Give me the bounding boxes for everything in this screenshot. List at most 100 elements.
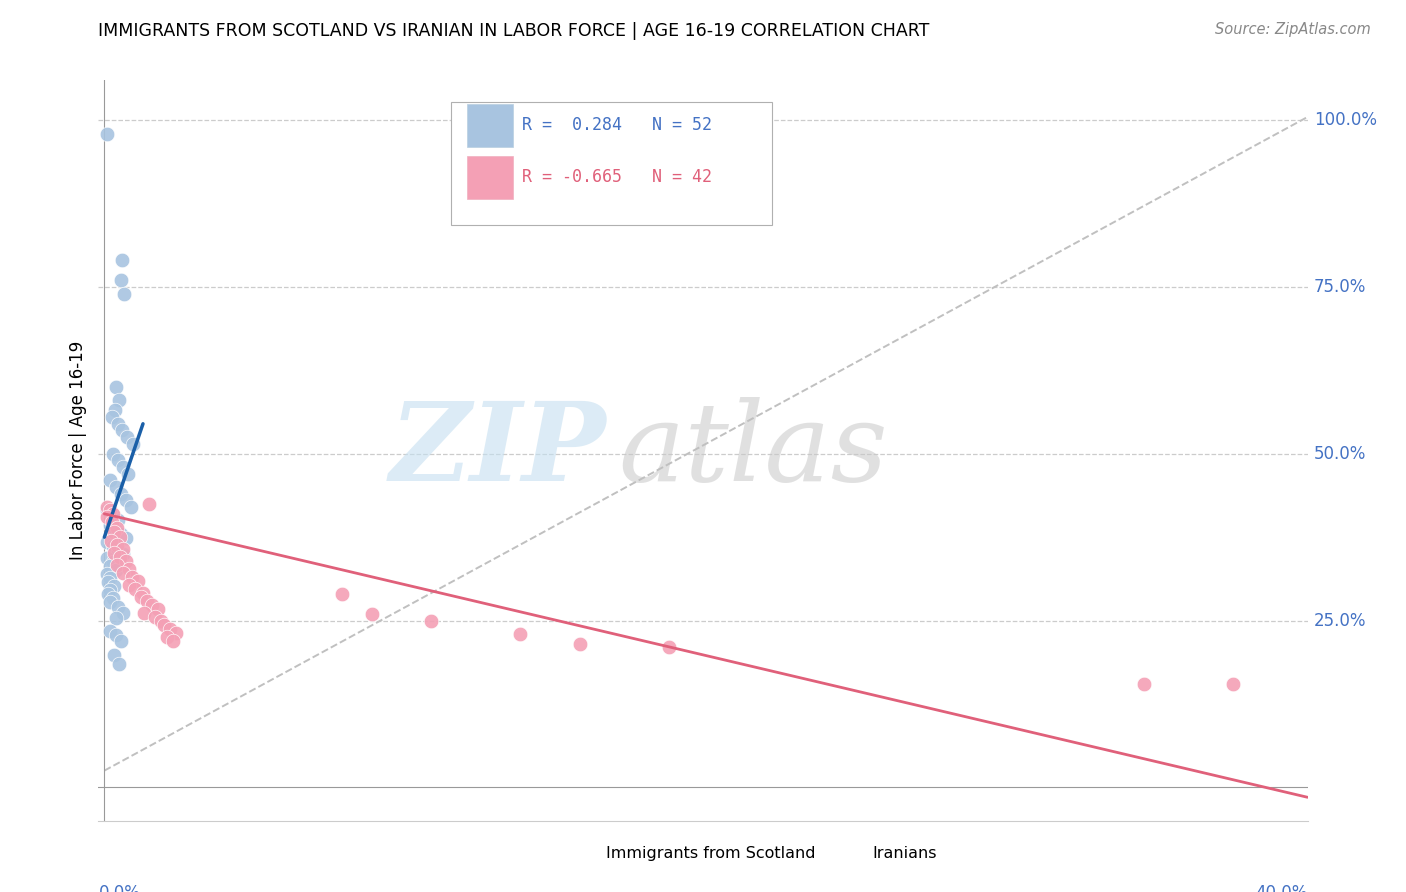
Point	[96, 566, 118, 581]
Point	[111, 253, 134, 268]
Point	[98, 518, 121, 533]
Point	[568, 637, 591, 651]
Point	[111, 547, 134, 561]
Point	[107, 453, 129, 467]
Point	[143, 609, 166, 624]
Point	[104, 563, 127, 577]
Point	[107, 542, 129, 557]
Point	[420, 614, 443, 628]
Text: 100.0%: 100.0%	[1313, 112, 1376, 129]
Point	[104, 480, 127, 494]
Point	[111, 606, 134, 620]
Point	[132, 606, 155, 620]
Point	[132, 585, 155, 599]
Point	[104, 403, 127, 417]
Point	[98, 503, 121, 517]
Point	[96, 550, 118, 565]
Text: 40.0%: 40.0%	[1256, 884, 1308, 892]
Point	[117, 467, 139, 481]
Text: Source: ZipAtlas.com: Source: ZipAtlas.com	[1215, 22, 1371, 37]
Point	[103, 507, 125, 521]
Point	[114, 531, 136, 545]
Point	[124, 582, 146, 596]
Point	[105, 537, 128, 551]
Point	[101, 555, 124, 569]
Point	[152, 617, 174, 632]
Point	[658, 640, 681, 655]
Point	[104, 523, 127, 537]
FancyBboxPatch shape	[451, 103, 772, 225]
Point	[96, 534, 118, 549]
Point	[98, 474, 121, 488]
Point	[121, 437, 143, 451]
Point	[110, 526, 132, 541]
Text: Iranians: Iranians	[872, 847, 936, 862]
Point	[118, 577, 141, 591]
Point	[96, 503, 118, 517]
Point	[96, 510, 118, 524]
Point	[114, 553, 136, 567]
Point	[108, 393, 131, 408]
Point	[108, 549, 131, 564]
Point	[111, 566, 134, 580]
Point	[120, 500, 142, 515]
Point	[162, 633, 184, 648]
Point	[114, 493, 136, 508]
Text: IMMIGRANTS FROM SCOTLAND VS IRANIAN IN LABOR FORCE | AGE 16-19 CORRELATION CHART: IMMIGRANTS FROM SCOTLAND VS IRANIAN IN L…	[98, 22, 929, 40]
Point	[103, 525, 125, 540]
Point	[156, 630, 179, 644]
Point	[103, 591, 125, 605]
Point	[98, 558, 121, 573]
Point	[115, 430, 138, 444]
Point	[103, 545, 125, 559]
Point	[101, 508, 124, 523]
Point	[111, 460, 134, 475]
Point	[105, 521, 128, 535]
Point	[107, 514, 129, 528]
Point	[98, 595, 121, 609]
Y-axis label: In Labor Force | Age 16-19: In Labor Force | Age 16-19	[69, 341, 87, 560]
Point	[98, 571, 121, 585]
Point	[509, 627, 531, 641]
Point	[103, 648, 125, 663]
Point	[100, 533, 122, 548]
Point	[107, 657, 129, 671]
Point	[108, 529, 131, 543]
Text: atlas: atlas	[619, 397, 889, 504]
FancyBboxPatch shape	[467, 104, 513, 147]
Point	[104, 611, 127, 625]
Point	[98, 582, 121, 597]
Text: 25.0%: 25.0%	[1313, 612, 1367, 630]
Point	[1222, 677, 1244, 691]
Text: 75.0%: 75.0%	[1313, 278, 1367, 296]
Point	[103, 579, 125, 593]
Point	[141, 598, 163, 612]
Point	[159, 622, 181, 636]
Text: 0.0%: 0.0%	[98, 884, 141, 892]
Point	[1133, 677, 1156, 691]
FancyBboxPatch shape	[824, 839, 858, 869]
Point	[149, 614, 172, 628]
Point	[110, 273, 132, 287]
Point	[107, 600, 129, 615]
Point	[101, 539, 124, 553]
Text: ZIP: ZIP	[389, 397, 606, 504]
Point	[118, 561, 141, 575]
Point	[360, 607, 382, 621]
Point	[101, 447, 124, 461]
Point	[97, 587, 120, 601]
Point	[110, 633, 132, 648]
Point	[112, 286, 135, 301]
Point	[111, 424, 134, 438]
Point	[135, 593, 157, 607]
Text: R = -0.665   N = 42: R = -0.665 N = 42	[522, 168, 711, 186]
Point	[110, 487, 132, 501]
Point	[97, 574, 120, 589]
FancyBboxPatch shape	[558, 839, 592, 869]
Point	[148, 601, 170, 615]
Text: R =  0.284   N = 52: R = 0.284 N = 52	[522, 116, 711, 134]
Point	[107, 417, 129, 431]
Point	[127, 574, 149, 588]
Point	[121, 569, 143, 583]
Point	[101, 515, 124, 529]
